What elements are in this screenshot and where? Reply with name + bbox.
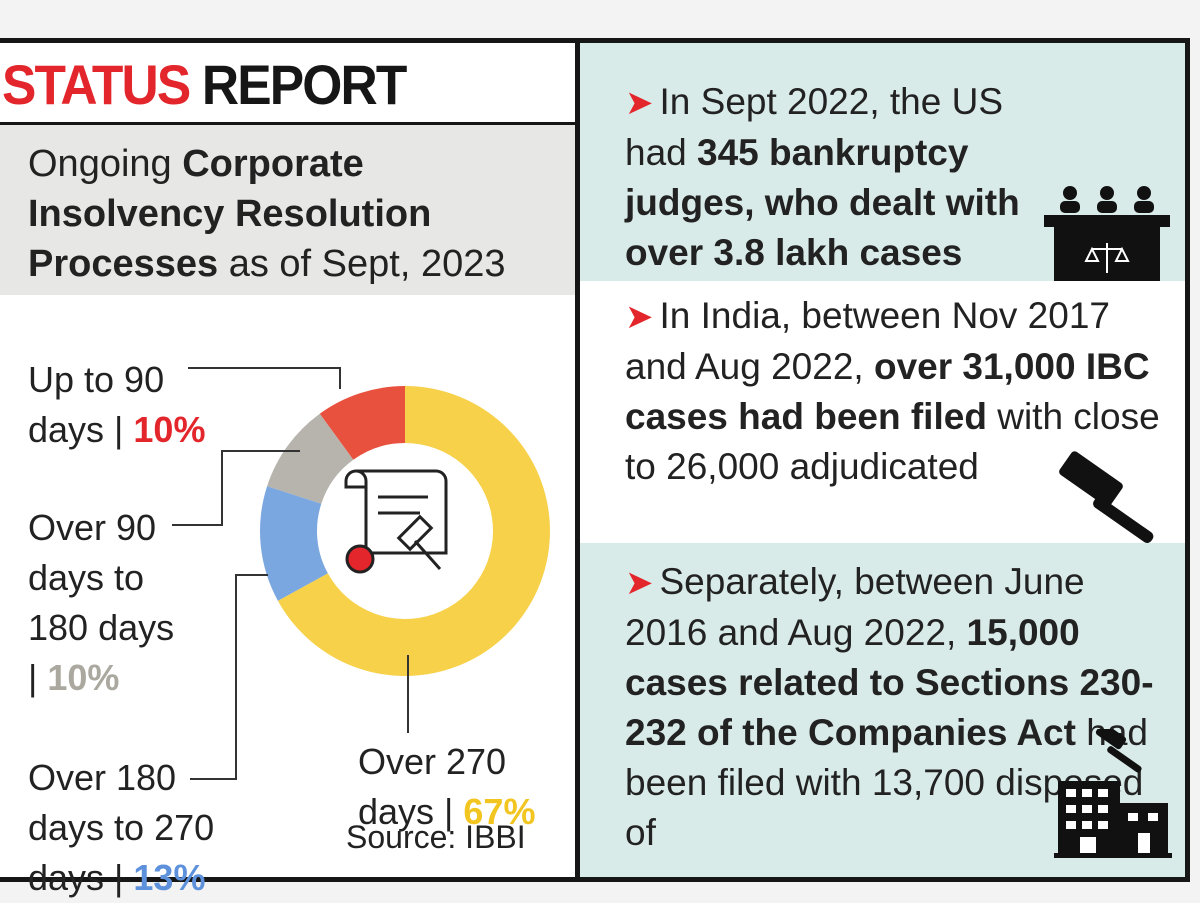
fact-ca-text: Separately, between June 2016 and Aug 20… <box>625 561 1085 653</box>
label-up-to-90-line2: days | 10% <box>28 409 206 450</box>
subtitle-bold: Corporate Insolvency Resolution Processe… <box>28 143 432 285</box>
fact-us-bold: 345 bankruptcy judges, who dealt with ov… <box>625 132 1020 273</box>
slice-over-270 <box>277 385 550 676</box>
donut-slices <box>259 385 550 676</box>
infographic-frame: STATUS REPORT Ongoing Corporate Insolven… <box>0 38 1190 898</box>
subtitle-post: as of Sept, 2023 <box>218 243 506 285</box>
label-over-180: Over 180 days to 270 days | 13% <box>28 753 214 903</box>
leader-lines <box>172 367 409 780</box>
pct-over-90: 10% <box>47 657 120 698</box>
fact-panel-companies-act: ➤ Separately, between June 2016 and Aug 2… <box>580 543 1185 877</box>
fact-india-text: In India, between Nov 2017 and Aug 2022, <box>625 295 1110 387</box>
page-title: STATUS REPORT <box>2 53 408 117</box>
arrow-icon: ➤ <box>625 84 654 122</box>
arrow-icon: ➤ <box>625 564 654 602</box>
label-over-270: Over 270 days | 67% <box>358 737 535 837</box>
fact-panel-us: ➤ In Sept 2022, the US had 345 bankruptcy… <box>580 43 1185 289</box>
label-over-90-line1: Over 90 <box>28 507 157 548</box>
donut-chart <box>172 367 550 780</box>
label-over-270-line1: Over 270 <box>358 741 507 782</box>
fact-india-bold: over 31,000 IBC cases had been filed <box>625 346 1150 437</box>
fact-india-text2: with close to 26,000 adjudicated <box>625 396 1160 487</box>
buildings-gavel-icon <box>1054 729 1172 858</box>
chart-source: Source: IBBI <box>346 819 526 855</box>
fact-panel-india: ➤ In India, between Nov 2017 and Aug 2022… <box>580 281 1185 561</box>
court-bench-icon <box>1044 186 1170 289</box>
slice-up-to-90 <box>319 386 405 460</box>
subtitle-pre: Ongoing <box>28 143 183 185</box>
right-column: ➤ In Sept 2022, the US had 345 bankruptcy… <box>580 43 1185 877</box>
label-over-270-line2: days | 67% <box>358 791 536 832</box>
subtitle-box: Ongoing Corporate Insolvency Resolution … <box>0 125 575 295</box>
title-bar: STATUS REPORT <box>0 43 575 125</box>
chart-subtitle: Ongoing Corporate Insolvency Resolution … <box>28 139 548 289</box>
left-column: STATUS REPORT Ongoing Corporate Insolven… <box>0 43 580 898</box>
arrow-icon: ➤ <box>625 298 654 336</box>
pct-over-180: 13% <box>133 857 206 898</box>
label-over-90: Over 90 days to 180 days | 10% <box>28 503 174 703</box>
label-over-180-line1: Over 180 <box>28 757 177 798</box>
leader-over-90 <box>172 450 300 526</box>
title-report: REPORT <box>189 53 408 116</box>
fact-us-text: In Sept 2022, the US had <box>625 81 1004 173</box>
label-over-180-line3: days | 13% <box>28 857 206 898</box>
label-up-to-90-line1: Up to 90 <box>28 359 165 400</box>
label-over-90-line3: 180 days <box>28 607 175 648</box>
label-over-180-line2: days to 270 <box>28 807 215 848</box>
fact-ca-bold: 15,000 cases related to Sections 230-232… <box>625 612 1154 753</box>
document-gavel-icon <box>344 469 448 574</box>
fact-text-companies-act: ➤ Separately, between June 2016 and Aug 2… <box>625 557 1165 858</box>
slice-over-90 <box>267 413 354 504</box>
fact-text-us: ➤ In Sept 2022, the US had 345 bankruptcy… <box>625 77 1045 278</box>
leader-up-to-90 <box>188 367 341 389</box>
label-over-90-line4: | 10% <box>28 657 120 698</box>
fact-text-india: ➤ In India, between Nov 2017 and Aug 2022… <box>625 291 1170 492</box>
label-over-90-line2: days to <box>28 557 145 598</box>
donut-chart-area: Up to 90 days | 10% Over 90 days to 180 … <box>0 295 575 898</box>
slice-over-180 <box>259 486 328 601</box>
label-up-to-90: Up to 90 days | 10% <box>28 355 205 455</box>
leader-over-180 <box>190 574 268 780</box>
pct-over-270: 67% <box>463 791 536 832</box>
title-status: STATUS <box>2 53 191 116</box>
pct-up-to-90: 10% <box>133 409 206 450</box>
